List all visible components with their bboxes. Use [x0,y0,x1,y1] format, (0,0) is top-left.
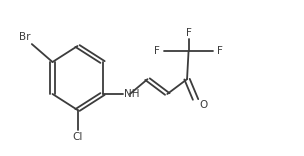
Text: O: O [200,100,208,110]
Text: F: F [186,28,192,38]
Text: NH: NH [124,89,139,99]
Text: Cl: Cl [72,132,83,141]
Text: F: F [154,46,160,56]
Text: Br: Br [19,32,30,41]
Text: F: F [217,46,223,56]
